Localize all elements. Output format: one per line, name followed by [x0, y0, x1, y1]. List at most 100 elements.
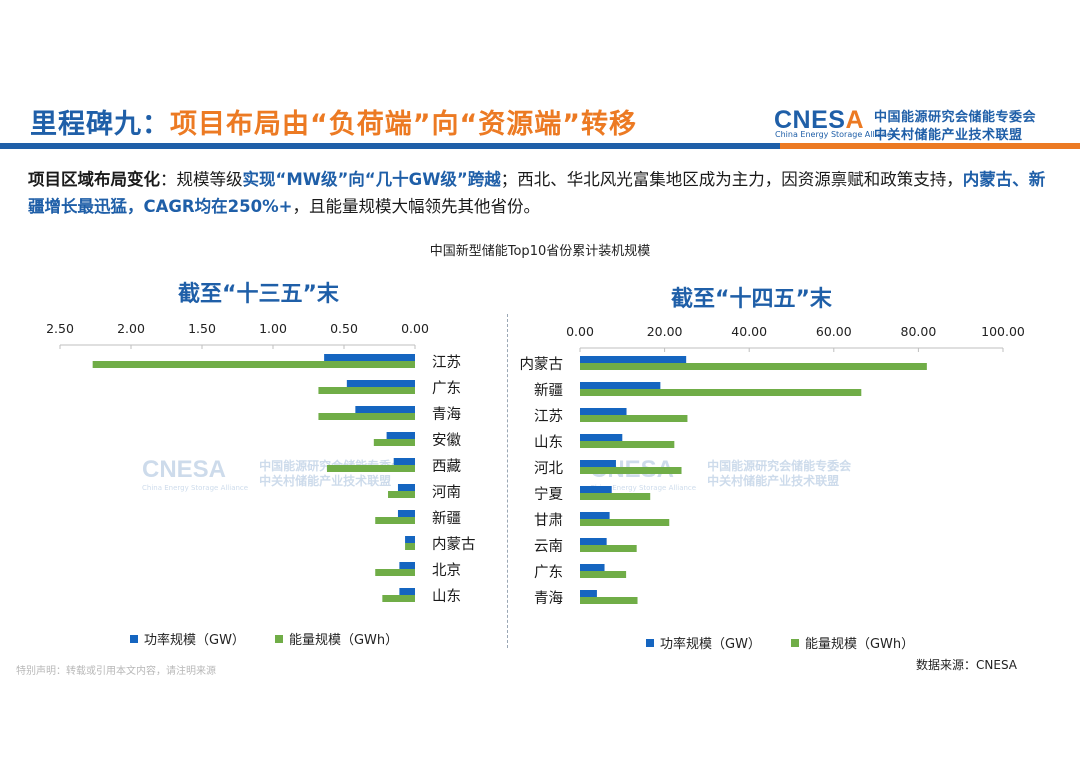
category-label: 新疆	[534, 382, 563, 399]
category-label: 安徽	[432, 432, 461, 449]
slide-header: 里程碑九：项目布局由“负荷端”向“资源端”转移 CNESA China Ener…	[0, 96, 1080, 148]
category-label: 新疆	[432, 510, 461, 527]
header-rule-orange	[780, 143, 1080, 149]
x-tick-label: 2.50	[46, 321, 74, 336]
x-tick-label: 60.00	[816, 324, 852, 339]
disclaimer: 特别声明：转载或引用本文内容，请注明来源	[16, 666, 216, 677]
logo-wordmark: CNESA	[774, 106, 865, 134]
cnesa-logo: CNESA China Energy Storage Alliance 中国能源…	[774, 106, 1064, 143]
x-tick-label: 1.50	[188, 321, 216, 336]
category-label: 河南	[432, 484, 461, 501]
logo-subtitle: China Energy Storage Alliance	[775, 130, 897, 139]
power-bar	[580, 356, 687, 363]
power-bar	[580, 538, 607, 545]
x-tick-label: 2.00	[117, 321, 145, 336]
power-bar	[405, 536, 415, 543]
energy-bar	[318, 387, 415, 394]
energy-bar	[580, 493, 651, 500]
summary-end: ，且能量规模大幅领先其他省份。	[292, 197, 540, 216]
category-label: 北京	[432, 562, 461, 579]
energy-bar	[580, 571, 627, 578]
power-bar	[399, 562, 415, 569]
power-bar	[399, 588, 415, 595]
x-tick-label: 40.00	[731, 324, 767, 339]
energy-bar	[405, 543, 415, 550]
energy-bar	[580, 389, 862, 396]
legend-energy: 能量规模（GWh）	[790, 633, 914, 652]
category-label: 青海	[534, 590, 563, 607]
logo-cn-line2: 中关村储能产业技术联盟	[874, 128, 1023, 143]
energy-bar	[92, 361, 415, 368]
legend-energy-label: 能量规模（GWh）	[288, 633, 399, 648]
chart-title: 中国新型储能Top10省份累计装机规模	[429, 244, 651, 259]
category-label: 河北	[534, 460, 563, 477]
energy-bar	[382, 595, 415, 602]
power-bar	[324, 354, 415, 361]
left-chart-title: 截至“十三五”末	[178, 282, 339, 307]
power-bar	[580, 382, 661, 389]
power-bar	[346, 380, 415, 387]
power-bar	[580, 460, 616, 467]
energy-bar	[580, 441, 675, 448]
legend-power: 功率规模（GW）	[130, 629, 245, 648]
energy-bar	[373, 439, 415, 446]
legend-energy-swatch	[274, 634, 283, 643]
power-bar	[355, 406, 415, 413]
x-tick-label: 0.00	[401, 321, 429, 336]
right-chart-title: 截至“十四五”末	[671, 287, 832, 312]
x-tick-label: 80.00	[901, 324, 937, 339]
category-label: 内蒙古	[520, 356, 564, 373]
summary-highlight-1: 实现“MW级”向“几十GW级”跨越	[242, 170, 501, 189]
power-bar	[580, 564, 605, 571]
legend-power-label: 功率规模（GW）	[660, 637, 761, 652]
header-rule-blue	[0, 143, 780, 149]
summary-mid: ；西北、华北风光富集地区成为主力，因资源禀赋和政策支持，	[500, 170, 963, 189]
power-bar	[580, 512, 610, 519]
energy-bar	[580, 545, 637, 552]
energy-bar	[580, 415, 688, 422]
summary-label: 项目区域布局变化	[28, 170, 160, 189]
power-bar	[580, 486, 612, 493]
energy-bar	[580, 363, 927, 370]
legend-power: 功率规模（GW）	[646, 633, 761, 652]
energy-bar	[580, 597, 638, 604]
power-bar	[580, 408, 627, 415]
category-label: 甘肃	[534, 512, 563, 529]
power-bar	[393, 458, 415, 465]
category-label: 广东	[432, 380, 461, 397]
slide-title: 里程碑九：项目布局由“负荷端”向“资源端”转移	[30, 102, 637, 141]
summary-highlight-2: 内蒙古、新疆增长最迅猛，CAGR均在250%+	[28, 170, 1046, 216]
legend-power-swatch	[130, 634, 138, 643]
legend-power-label: 功率规模（GW）	[144, 633, 245, 648]
right-legend: 功率规模（GW） 能量规模（GWh）	[646, 633, 944, 652]
power-bar	[580, 590, 597, 597]
data-source: 数据来源：CNESA	[916, 658, 1017, 672]
x-tick-label: 0.00	[566, 324, 594, 339]
energy-bar	[580, 519, 670, 526]
legend-power-swatch	[646, 638, 654, 647]
category-label: 内蒙古	[432, 536, 476, 553]
left-legend: 功率规模（GW） 能量规模（GWh）	[130, 629, 428, 648]
category-label: 江苏	[432, 354, 461, 371]
category-label: 西藏	[432, 458, 461, 475]
chart-divider	[507, 314, 508, 648]
x-tick-label: 0.50	[330, 321, 358, 336]
legend-energy-swatch	[790, 638, 799, 647]
summary-sep: ：规模等级	[160, 170, 243, 189]
category-label: 宁夏	[534, 486, 563, 503]
x-tick-label: 1.00	[259, 321, 287, 336]
power-bar	[397, 484, 415, 491]
energy-bar	[318, 413, 415, 420]
category-label: 江苏	[534, 408, 563, 425]
energy-bar	[375, 569, 415, 576]
power-bar	[580, 434, 623, 441]
energy-bar	[388, 491, 415, 498]
summary-paragraph: 项目区域布局变化：规模等级实现“MW级”向“几十GW级”跨越；西北、华北风光富集…	[28, 166, 1058, 220]
energy-bar	[326, 465, 415, 472]
category-label: 广东	[534, 564, 563, 581]
category-label: 青海	[432, 406, 461, 423]
category-label: 山东	[432, 588, 461, 605]
title-main: 项目布局由“负荷端”向“资源端”转移	[170, 109, 637, 140]
title-prefix: 里程碑九：	[30, 109, 170, 140]
